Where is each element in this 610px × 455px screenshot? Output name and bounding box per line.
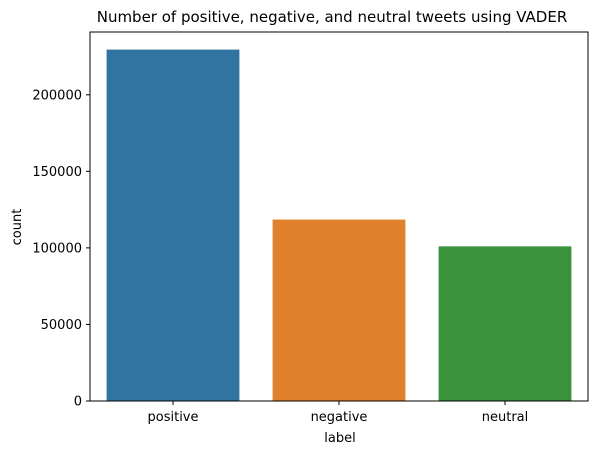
bar-neutral bbox=[438, 246, 572, 401]
y-tick-label-50000: 50000 bbox=[41, 318, 82, 333]
y-tick-label-100000: 100000 bbox=[32, 241, 82, 256]
x-axis-label: label bbox=[324, 431, 355, 446]
axes-spines bbox=[89, 31, 589, 402]
y-axis-label: count bbox=[10, 209, 25, 246]
y-tick-label-200000: 200000 bbox=[32, 88, 82, 103]
x-tick-label-neutral: neutral bbox=[482, 410, 529, 425]
plot-frame bbox=[89, 31, 589, 402]
bar-positive bbox=[106, 49, 240, 402]
x-tick-label-negative: negative bbox=[311, 410, 368, 425]
x-tick-label-positive: positive bbox=[148, 410, 199, 425]
x-axis: positive negative neutral bbox=[148, 401, 529, 425]
chart-title: Number of positive, negative, and neutra… bbox=[97, 8, 568, 26]
y-tick-label-150000: 150000 bbox=[32, 165, 82, 180]
y-tick-label-0: 0 bbox=[74, 395, 82, 410]
y-axis: 0 50000 100000 150000 200000 bbox=[32, 88, 90, 410]
bar-negative bbox=[272, 219, 406, 401]
bars-group bbox=[106, 49, 572, 402]
